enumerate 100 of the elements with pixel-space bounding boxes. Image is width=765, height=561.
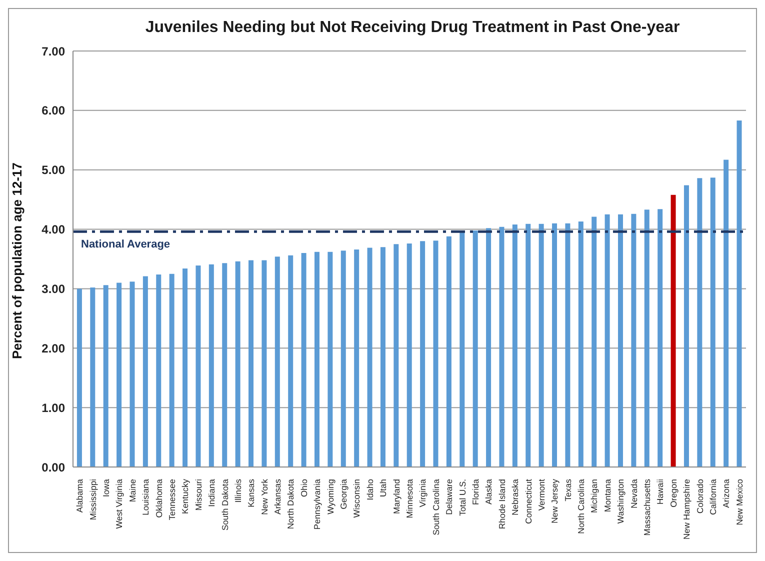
bar [631, 214, 636, 467]
bar [724, 160, 729, 467]
bar [406, 244, 412, 467]
bar [538, 224, 544, 467]
x-tick-label: North Dakota [286, 478, 296, 530]
x-tick-label: Kentucky [180, 478, 190, 514]
bar [314, 252, 320, 467]
x-tick-label: West Virginia [114, 478, 124, 529]
bar [552, 223, 558, 467]
x-tick-label: Michigan [589, 478, 600, 514]
x-tick-label: Illinois [232, 479, 243, 503]
x-tick-label: Texas [562, 479, 573, 502]
bar [76, 288, 82, 467]
x-tick-label: Colorado [694, 478, 705, 514]
y-axis-title: Percent of population age 12-17 [10, 162, 25, 359]
bar [142, 276, 148, 467]
x-tick-label: Tennessee [166, 478, 177, 520]
x-tick-label: Indiana [206, 478, 217, 507]
x-tick-label: Total U.S. [457, 479, 468, 516]
x-tick-label: New Mexico [734, 478, 744, 526]
bar [499, 226, 504, 467]
bar [208, 264, 214, 467]
x-tick-label: Virginia [418, 478, 428, 508]
x-tick-label: Washington [616, 478, 626, 524]
x-tick-label: South Carolina [430, 478, 441, 536]
x-tick-label: Georgia [338, 478, 349, 510]
x-tick-label: New Jersey [550, 478, 560, 524]
bar [262, 260, 267, 467]
bar [182, 268, 188, 467]
bar [644, 210, 650, 467]
x-tick-label: Massachusetts [642, 479, 652, 536]
x-tick-label: Pennsylvania [312, 478, 322, 530]
bar [235, 261, 240, 467]
x-tick-label: Missouri [193, 478, 204, 511]
x-tick-label: Nebraska [510, 478, 520, 516]
x-tick-label: Maryland [391, 478, 402, 514]
x-tick-label: South Dakota [220, 478, 230, 531]
bar [578, 222, 584, 467]
bar [301, 253, 306, 467]
bar [367, 248, 372, 467]
x-tick-label: Delaware [444, 478, 454, 515]
x-tick-label: California [708, 478, 718, 515]
bar [565, 223, 570, 467]
bar [328, 252, 333, 467]
bar [697, 178, 702, 467]
bar [604, 214, 610, 467]
y-tick-label: 6.00 [42, 104, 66, 118]
bar [670, 194, 676, 467]
x-tick-label: New Hampshire [682, 478, 692, 540]
x-tick-label: New York [259, 478, 270, 515]
x-tick-label: Utah [378, 478, 388, 497]
x-tick-label: Oklahoma [154, 478, 164, 518]
bar [354, 249, 360, 467]
x-tick-label: Idaho [364, 478, 375, 500]
bar [512, 224, 518, 467]
bar [472, 230, 478, 467]
bar [340, 250, 346, 467]
y-tick-label: 4.00 [42, 222, 66, 237]
bar [103, 285, 108, 467]
x-tick-label: Wisconsin [352, 478, 362, 518]
bar [288, 255, 294, 467]
y-tick-label: 3.00 [42, 282, 66, 296]
bar [433, 240, 438, 467]
bar [486, 228, 492, 467]
bar [380, 247, 386, 467]
bar [169, 274, 174, 467]
x-tick-label: Florida [470, 478, 480, 505]
x-tick-label: Vermont [536, 478, 546, 511]
bar [592, 216, 597, 467]
bar [658, 209, 663, 467]
bar [222, 263, 228, 467]
x-tick-label: Iowa [100, 478, 111, 497]
x-tick-label: Wyoming [325, 478, 336, 514]
x-tick-label: Mississippi [88, 478, 98, 520]
x-tick-label: Hawaii [655, 478, 666, 505]
bar [526, 224, 531, 467]
chart-title: Juveniles Needing but Not Receiving Drug Treatment in Past One-year [144, 19, 681, 37]
bar [394, 244, 399, 467]
x-tick-label: Alaska [484, 478, 494, 505]
bar [248, 260, 254, 467]
x-tick-label: Connecticut [523, 478, 534, 524]
bar [156, 274, 162, 467]
x-tick-label: Oregon [668, 478, 678, 508]
bar [684, 185, 689, 467]
x-tick-label: Louisiana [140, 478, 151, 516]
bar [196, 266, 201, 467]
x-tick-label: Maine [127, 478, 138, 502]
ref-line-label: National Average [81, 238, 170, 250]
x-tick-label: Alabama [74, 478, 85, 513]
x-tick-label: Nevada [628, 478, 639, 508]
x-tick-label: Montana [602, 478, 612, 512]
y-tick-label: 7.00 [42, 44, 66, 58]
bar [710, 178, 716, 467]
bar [116, 282, 122, 467]
x-tick-label: Kansas [246, 479, 256, 508]
bar [460, 232, 465, 467]
x-tick-label: Minnesota [404, 478, 414, 518]
bar [446, 236, 452, 467]
bar [274, 256, 280, 467]
x-tick-label: Rhode Island [496, 478, 507, 530]
